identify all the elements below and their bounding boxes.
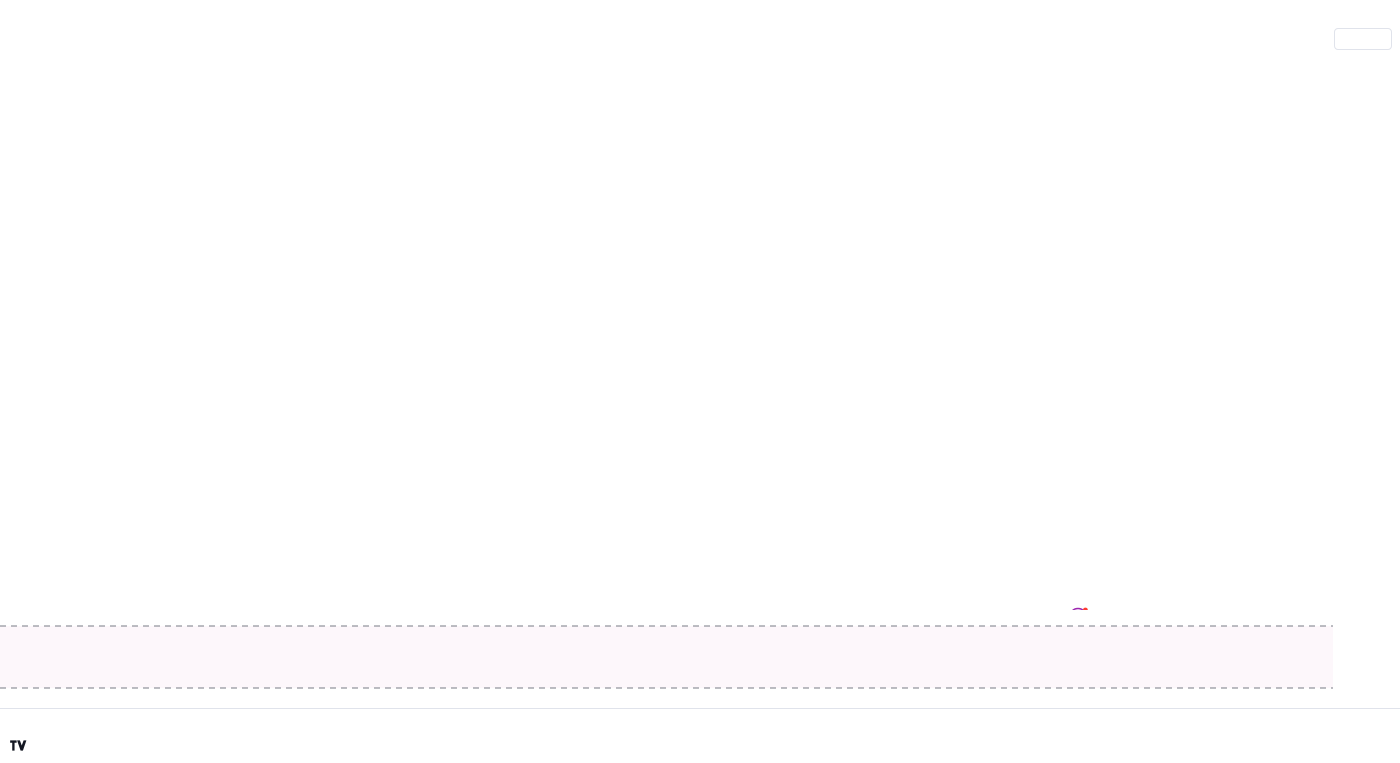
rsi-axis[interactable]: [1333, 610, 1400, 708]
price-chart-svg: [0, 20, 1333, 610]
rsi-band-fill: [0, 626, 1333, 688]
rsi-chart-svg: [0, 625, 1333, 689]
price-pane[interactable]: [0, 20, 1333, 610]
tradingview-logo-icon: [10, 740, 27, 751]
time-axis[interactable]: [0, 708, 1400, 739]
symbol-currency-pill[interactable]: [1334, 28, 1392, 50]
rsi-pane[interactable]: [0, 610, 1333, 708]
tradingview-footer: [10, 739, 33, 752]
lightning-alert-icon[interactable]: [1068, 605, 1090, 610]
price-axis[interactable]: [1333, 20, 1400, 610]
